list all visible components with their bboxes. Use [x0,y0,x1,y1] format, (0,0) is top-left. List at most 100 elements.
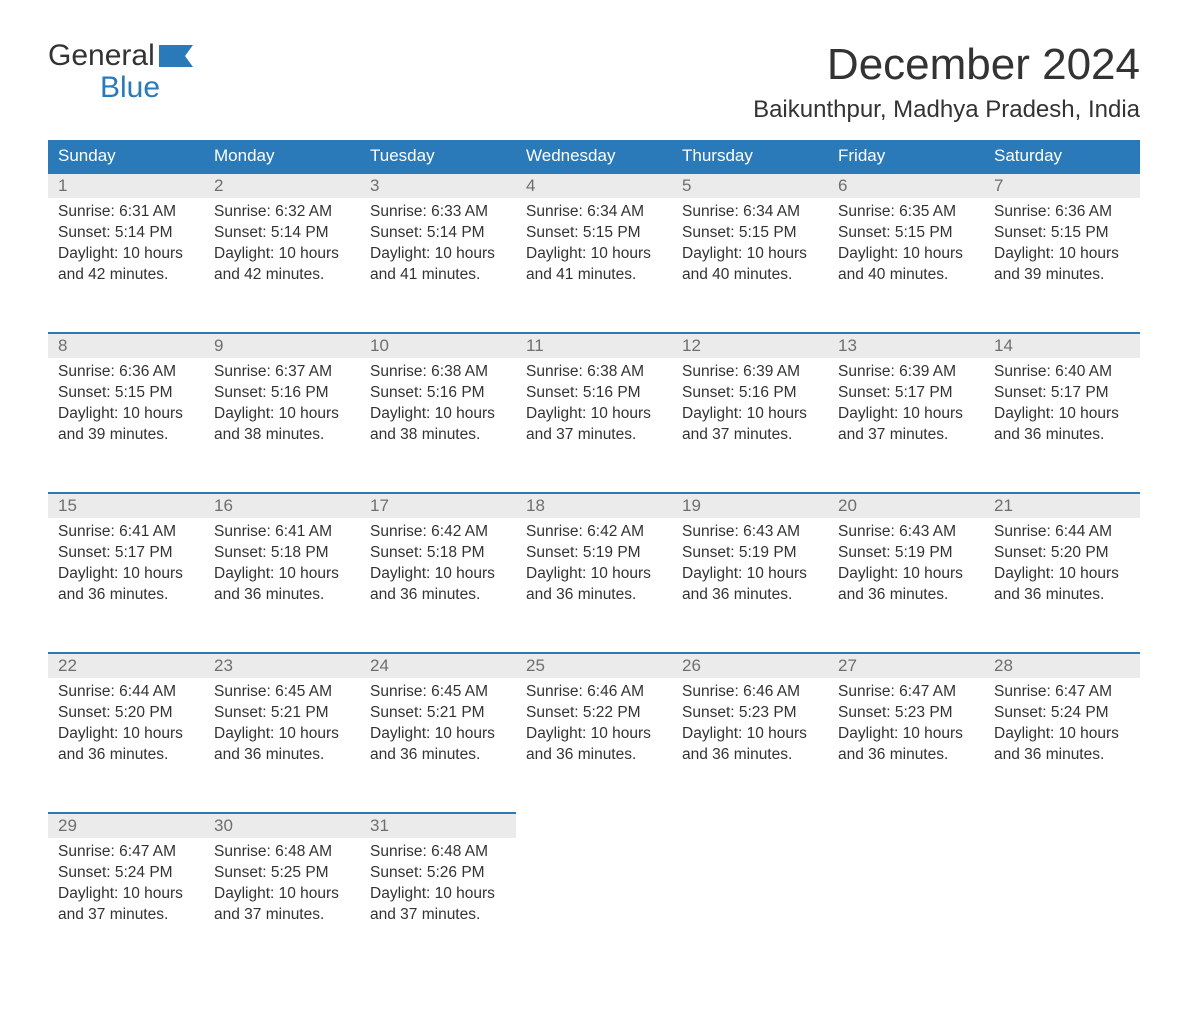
brand-logo: General Blue [48,40,193,103]
daylight-line: Daylight: 10 hours and 37 minutes. [838,404,974,446]
sunset-line: Sunset: 5:17 PM [58,543,194,564]
day-number-cell: 14 [984,333,1140,358]
daylight-line: Daylight: 10 hours and 38 minutes. [214,404,350,446]
weekday-header: Monday [204,140,360,173]
day-content-cell: Sunrise: 6:44 AMSunset: 5:20 PMDaylight:… [48,678,204,813]
day-content-cell: Sunrise: 6:36 AMSunset: 5:15 PMDaylight:… [48,358,204,493]
daylight-line: Daylight: 10 hours and 40 minutes. [682,244,818,286]
daylight-line: Daylight: 10 hours and 42 minutes. [58,244,194,286]
sunset-line: Sunset: 5:15 PM [682,223,818,244]
sunset-line: Sunset: 5:19 PM [526,543,662,564]
sunrise-line: Sunrise: 6:34 AM [526,202,662,223]
daylight-line: Daylight: 10 hours and 36 minutes. [838,564,974,606]
daylight-line: Daylight: 10 hours and 36 minutes. [58,564,194,606]
sunrise-line: Sunrise: 6:44 AM [58,682,194,703]
day-number-cell: 31 [360,813,516,838]
day-content-cell: Sunrise: 6:33 AMSunset: 5:14 PMDaylight:… [360,198,516,333]
day-number-cell: 4 [516,173,672,198]
day-number-cell [516,813,672,838]
sunrise-line: Sunrise: 6:39 AM [838,362,974,383]
daylight-line: Daylight: 10 hours and 37 minutes. [526,404,662,446]
day-number-cell [672,813,828,838]
day-content-cell: Sunrise: 6:38 AMSunset: 5:16 PMDaylight:… [360,358,516,493]
sunset-line: Sunset: 5:14 PM [370,223,506,244]
day-number-cell: 29 [48,813,204,838]
day-content-cell: Sunrise: 6:46 AMSunset: 5:22 PMDaylight:… [516,678,672,813]
day-content-cell: Sunrise: 6:48 AMSunset: 5:26 PMDaylight:… [360,838,516,973]
sunset-line: Sunset: 5:15 PM [58,383,194,404]
sunrise-line: Sunrise: 6:46 AM [526,682,662,703]
sunrise-line: Sunrise: 6:48 AM [370,842,506,863]
day-content-cell: Sunrise: 6:48 AMSunset: 5:25 PMDaylight:… [204,838,360,973]
brand-line2: Blue [100,72,193,104]
sunset-line: Sunset: 5:22 PM [526,703,662,724]
day-number-cell: 13 [828,333,984,358]
sunrise-line: Sunrise: 6:47 AM [58,842,194,863]
sunset-line: Sunset: 5:21 PM [214,703,350,724]
weekday-header: Friday [828,140,984,173]
daylight-line: Daylight: 10 hours and 36 minutes. [526,564,662,606]
sunset-line: Sunset: 5:19 PM [682,543,818,564]
daynum-row: 22232425262728 [48,653,1140,678]
daylight-line: Daylight: 10 hours and 36 minutes. [994,404,1130,446]
sunset-line: Sunset: 5:16 PM [526,383,662,404]
sunset-line: Sunset: 5:23 PM [838,703,974,724]
day-number-cell: 2 [204,173,360,198]
sunrise-line: Sunrise: 6:43 AM [682,522,818,543]
day-content-cell: Sunrise: 6:45 AMSunset: 5:21 PMDaylight:… [360,678,516,813]
sunset-line: Sunset: 5:18 PM [214,543,350,564]
sunrise-line: Sunrise: 6:36 AM [58,362,194,383]
sunset-line: Sunset: 5:17 PM [838,383,974,404]
day-content-cell: Sunrise: 6:41 AMSunset: 5:18 PMDaylight:… [204,518,360,653]
day-content-cell: Sunrise: 6:39 AMSunset: 5:17 PMDaylight:… [828,358,984,493]
sunset-line: Sunset: 5:18 PM [370,543,506,564]
day-content-cell: Sunrise: 6:36 AMSunset: 5:15 PMDaylight:… [984,198,1140,333]
day-number-cell: 27 [828,653,984,678]
sunset-line: Sunset: 5:26 PM [370,863,506,884]
sunrise-line: Sunrise: 6:42 AM [526,522,662,543]
daylight-line: Daylight: 10 hours and 36 minutes. [682,564,818,606]
day-content-cell [672,838,828,973]
day-content-cell: Sunrise: 6:47 AMSunset: 5:24 PMDaylight:… [984,678,1140,813]
day-content-cell: Sunrise: 6:46 AMSunset: 5:23 PMDaylight:… [672,678,828,813]
sunset-line: Sunset: 5:25 PM [214,863,350,884]
day-content-cell [828,838,984,973]
sunrise-line: Sunrise: 6:42 AM [370,522,506,543]
sunset-line: Sunset: 5:21 PM [370,703,506,724]
weekday-header: Thursday [672,140,828,173]
day-content-cell: Sunrise: 6:40 AMSunset: 5:17 PMDaylight:… [984,358,1140,493]
sunrise-line: Sunrise: 6:46 AM [682,682,818,703]
daynum-row: 293031 [48,813,1140,838]
sunset-line: Sunset: 5:14 PM [58,223,194,244]
daylight-line: Daylight: 10 hours and 36 minutes. [682,724,818,766]
sunset-line: Sunset: 5:19 PM [838,543,974,564]
day-number-cell: 12 [672,333,828,358]
sunrise-line: Sunrise: 6:35 AM [838,202,974,223]
day-number-cell: 8 [48,333,204,358]
day-content-cell: Sunrise: 6:32 AMSunset: 5:14 PMDaylight:… [204,198,360,333]
sunrise-line: Sunrise: 6:41 AM [214,522,350,543]
day-number-cell: 16 [204,493,360,518]
sunset-line: Sunset: 5:14 PM [214,223,350,244]
day-content-cell: Sunrise: 6:35 AMSunset: 5:15 PMDaylight:… [828,198,984,333]
sunrise-line: Sunrise: 6:43 AM [838,522,974,543]
sunset-line: Sunset: 5:24 PM [58,863,194,884]
sunrise-line: Sunrise: 6:44 AM [994,522,1130,543]
daylight-line: Daylight: 10 hours and 38 minutes. [370,404,506,446]
daynum-row: 15161718192021 [48,493,1140,518]
daylight-line: Daylight: 10 hours and 36 minutes. [370,564,506,606]
sunrise-line: Sunrise: 6:32 AM [214,202,350,223]
sunset-line: Sunset: 5:23 PM [682,703,818,724]
day-number-cell: 28 [984,653,1140,678]
day-content-cell: Sunrise: 6:34 AMSunset: 5:15 PMDaylight:… [672,198,828,333]
daylight-line: Daylight: 10 hours and 36 minutes. [58,724,194,766]
sunrise-line: Sunrise: 6:41 AM [58,522,194,543]
sunrise-line: Sunrise: 6:34 AM [682,202,818,223]
daylight-line: Daylight: 10 hours and 41 minutes. [526,244,662,286]
daylight-line: Daylight: 10 hours and 36 minutes. [370,724,506,766]
day-number-cell: 25 [516,653,672,678]
day-content-cell: Sunrise: 6:42 AMSunset: 5:19 PMDaylight:… [516,518,672,653]
day-number-cell: 21 [984,493,1140,518]
day-content-cell: Sunrise: 6:47 AMSunset: 5:24 PMDaylight:… [48,838,204,973]
day-number-cell: 23 [204,653,360,678]
